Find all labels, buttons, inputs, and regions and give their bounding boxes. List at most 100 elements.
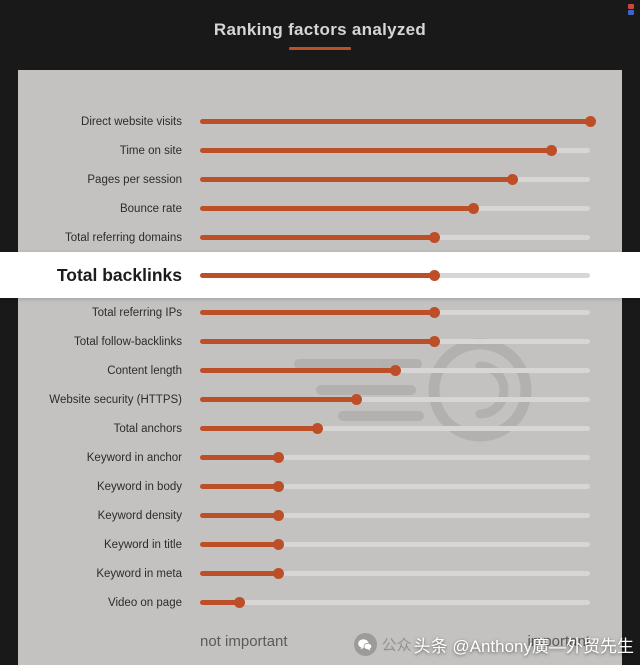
row-value-dot: [545, 145, 557, 156]
chart-row: Website security (HTTPS): [18, 385, 622, 414]
row-label: Video on page: [108, 596, 182, 609]
row-label: Total backlinks: [56, 264, 182, 285]
row-label: Pages per session: [87, 173, 182, 186]
chart-row: Keyword density: [18, 501, 622, 530]
x-axis-labels: not important important: [18, 633, 622, 650]
corner-logo-red: [628, 4, 634, 9]
corner-logo: [628, 4, 634, 15]
row-value-dot: [272, 539, 284, 550]
chart-row: Keyword in anchor: [18, 443, 622, 472]
row-track: [200, 269, 590, 281]
row-value-dot: [272, 481, 284, 492]
row-label: Keyword in body: [96, 480, 182, 493]
watermark-badge-label: 公众: [381, 637, 412, 654]
row-label: Keyword density: [97, 509, 182, 522]
row-track: [200, 145, 590, 156]
row-track: [200, 174, 590, 185]
row-value-line: [200, 455, 278, 460]
row-value-dot: [428, 232, 440, 243]
row-value-line: [200, 513, 278, 518]
chart-row: Total follow-backlinks: [18, 327, 622, 356]
row-value-dot: [428, 307, 440, 318]
row-value-line: [200, 272, 434, 278]
row-track: [200, 203, 590, 214]
row-label: Time on site: [119, 144, 182, 157]
row-value-line: [200, 206, 473, 211]
row-track: [200, 116, 596, 127]
row-value-dot: [311, 423, 323, 434]
chart-row: Keyword in meta: [18, 559, 622, 588]
row-value-line: [200, 119, 590, 124]
row-track: [200, 394, 590, 405]
chart-rows: Direct website visits Time on site Pages p…: [0, 70, 640, 617]
row-value-line: [200, 600, 239, 605]
social-watermark: 公众 头条 @Anthony廣—外贸先生: [353, 632, 634, 657]
row-value-dot: [467, 203, 479, 214]
row-value-line: [200, 426, 317, 431]
chart-row-highlighted: Total backlinks: [0, 252, 640, 298]
axis-label-not-important: not important: [200, 633, 288, 650]
row-label: Keyword in title: [104, 538, 182, 551]
title-underline: [289, 47, 351, 50]
chart-row: Direct website visits: [18, 107, 622, 136]
chart-row: Content length: [18, 356, 622, 385]
wechat-badge-icon: [353, 633, 377, 656]
row-value-line: [200, 177, 512, 182]
axis-label-important: important: [527, 633, 590, 650]
chart-row: Total anchors: [18, 414, 622, 443]
row-track: [200, 481, 590, 492]
row-track: [200, 568, 590, 579]
row-value-line: [200, 310, 434, 315]
row-label: Content length: [107, 364, 182, 377]
chart-row: Pages per session: [18, 165, 622, 194]
row-track: [200, 452, 590, 463]
row-value-line: [200, 571, 278, 576]
row-value-dot: [272, 568, 284, 579]
row-value-line: [200, 484, 278, 489]
row-label: Total follow-backlinks: [73, 335, 182, 348]
chat-bubble-icon: [358, 638, 373, 651]
row-track: [200, 365, 590, 376]
chart-panel: Direct website visits Time on site Pages p…: [0, 70, 640, 665]
row-value-dot: [233, 597, 245, 608]
row-track: [200, 597, 590, 608]
row-value-dot: [506, 174, 518, 185]
row-value-dot: [272, 452, 284, 463]
row-value-line: [200, 235, 434, 240]
row-value-dot: [428, 269, 440, 281]
row-label: Total referring IPs: [91, 306, 182, 319]
chart-row: Keyword in title: [18, 530, 622, 559]
row-value-line: [200, 368, 395, 373]
row-track: [200, 232, 590, 243]
row-label: Keyword in meta: [96, 567, 182, 580]
row-value-line: [200, 148, 551, 153]
row-label: Total anchors: [113, 422, 182, 435]
row-label: Total referring domains: [65, 231, 182, 244]
row-value-line: [200, 339, 434, 344]
chart-row: Bounce rate: [18, 194, 622, 223]
row-label: Bounce rate: [119, 202, 182, 215]
row-label: Keyword in anchor: [86, 451, 182, 464]
row-track: [200, 336, 590, 347]
chart-row: Time on site: [18, 136, 622, 165]
row-value-line: [200, 542, 278, 547]
row-value-line: [200, 397, 356, 402]
chart-row: Total referring domains: [18, 223, 622, 252]
chart-row: Keyword in body: [18, 472, 622, 501]
row-value-dot: [428, 336, 440, 347]
watermark-author-text: 头条 @Anthony廣—外贸先生: [413, 637, 634, 656]
row-track: [200, 423, 590, 434]
chart-row: Video on page: [18, 588, 622, 617]
row-value-dot: [350, 394, 362, 405]
chart-row: Total referring IPs: [18, 298, 622, 327]
header: Ranking factors analyzed: [0, 0, 640, 70]
page-title: Ranking factors analyzed: [213, 20, 427, 39]
row-track: [200, 307, 590, 318]
row-label: Website security (HTTPS): [49, 393, 182, 406]
row-track: [200, 510, 590, 521]
row-track: [200, 539, 590, 550]
corner-logo-blue: [628, 10, 634, 15]
row-value-dot: [272, 510, 284, 521]
row-value-dot: [389, 365, 401, 376]
